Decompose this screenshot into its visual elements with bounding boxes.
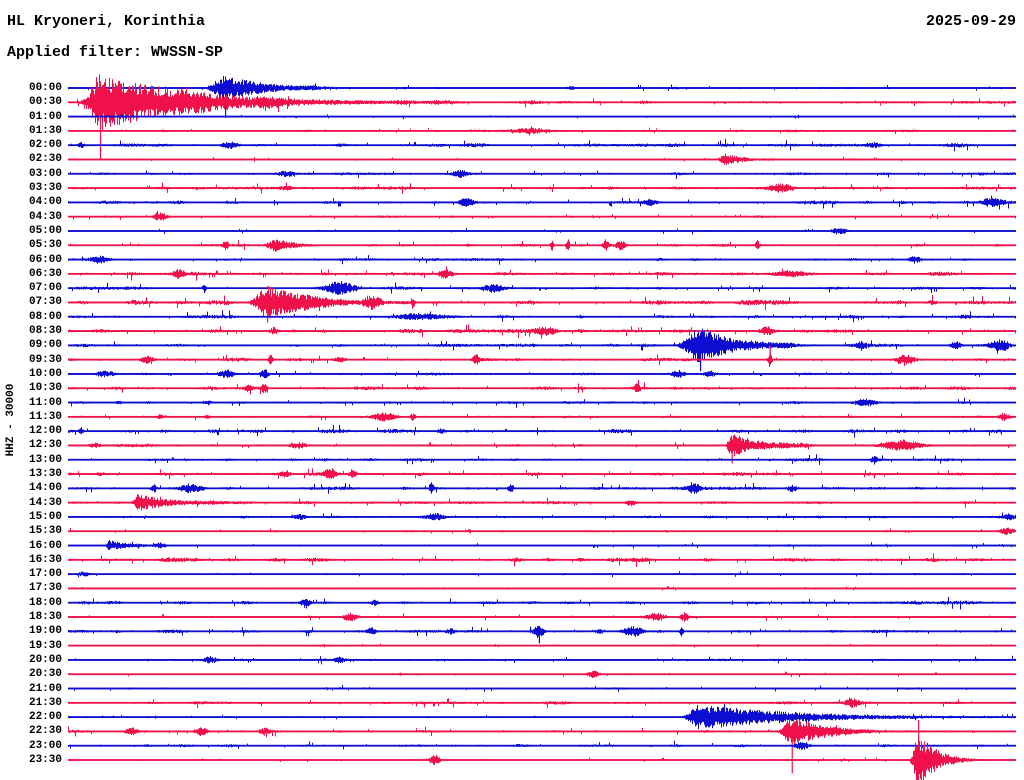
filter-label: Applied filter: WWSSN-SP: [7, 44, 224, 61]
time-label: 06:30: [28, 267, 62, 280]
time-label: 01:00: [28, 110, 62, 123]
time-label: 08:30: [28, 325, 62, 338]
time-label: 00:30: [28, 96, 62, 109]
time-label: 14:30: [28, 496, 62, 509]
time-label: 23:00: [28, 739, 62, 752]
time-label: 09:00: [28, 339, 62, 352]
time-label: 18:30: [28, 611, 62, 624]
time-label: 03:30: [28, 182, 62, 195]
time-label: 04:30: [28, 210, 62, 223]
time-label: 21:30: [28, 696, 62, 709]
time-label: 06:00: [28, 253, 62, 266]
time-label: 11:30: [28, 410, 62, 423]
time-label: 04:00: [28, 196, 62, 209]
time-label: 17:30: [28, 582, 62, 595]
time-label: 16:00: [28, 539, 62, 552]
time-label: 19:30: [28, 639, 62, 652]
time-label: 21:00: [28, 682, 62, 695]
time-label: 13:30: [28, 468, 62, 481]
time-label: 07:00: [28, 282, 62, 295]
time-label: 18:00: [28, 596, 62, 609]
time-label: 07:30: [28, 296, 62, 309]
time-label: 10:30: [28, 382, 62, 395]
time-label: 17:00: [28, 568, 62, 581]
time-label: 10:00: [28, 367, 62, 380]
date-label: 2025-09-29: [925, 13, 1016, 30]
time-label: 09:30: [28, 353, 62, 366]
time-label: 20:30: [28, 668, 62, 681]
time-label: 02:00: [28, 139, 62, 152]
time-label: 12:30: [28, 439, 62, 452]
time-label: 22:30: [28, 725, 62, 738]
time-label: 03:00: [28, 167, 62, 180]
time-label: 14:00: [28, 482, 62, 495]
time-label: 05:30: [28, 239, 62, 252]
time-label: 01:30: [28, 124, 62, 137]
time-label: 13:00: [28, 453, 62, 466]
time-label: 05:00: [28, 224, 62, 237]
time-label: 19:00: [28, 625, 62, 638]
time-label: 12:00: [28, 425, 62, 438]
time-label: 15:00: [28, 510, 62, 523]
station-title: HL Kryoneri, Korinthia: [7, 13, 206, 30]
time-label: 20:00: [28, 653, 62, 666]
time-label: 15:30: [28, 525, 62, 538]
time-label: 00:00: [28, 82, 62, 94]
time-label: 16:30: [28, 553, 62, 566]
time-label: 22:00: [28, 711, 62, 724]
time-label: 23:30: [28, 754, 62, 766]
time-label: 11:00: [28, 396, 62, 409]
time-label: 02:30: [28, 153, 62, 166]
time-label: 08:00: [28, 310, 62, 323]
